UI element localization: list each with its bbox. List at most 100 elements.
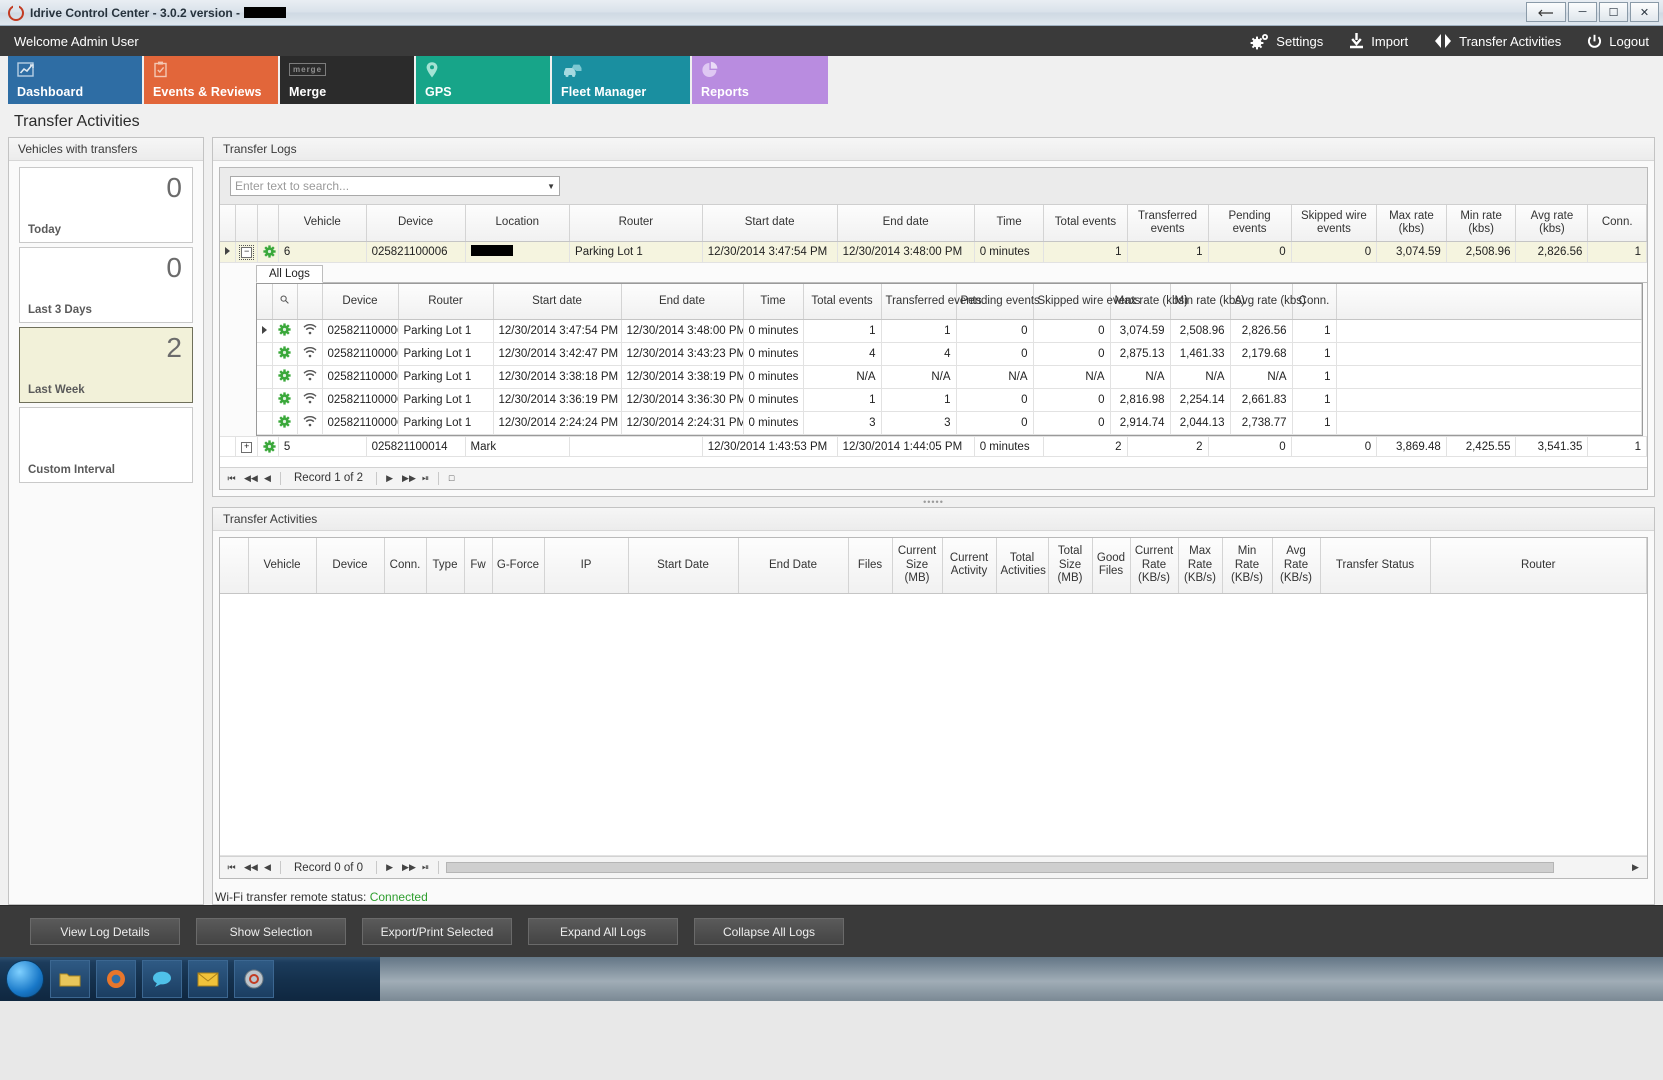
th-start-date[interactable]: Start date bbox=[702, 205, 838, 242]
th-detail-find-icon[interactable] bbox=[272, 283, 298, 320]
ta-pager-last-button[interactable]: ⏯ bbox=[421, 862, 430, 872]
ta-th-files[interactable]: Files bbox=[848, 537, 893, 594]
expand-all-logs-button[interactable]: Expand All Logs bbox=[528, 918, 678, 945]
module-tab-reports[interactable]: Reports bbox=[692, 56, 828, 104]
export-print-selected-button[interactable]: Export/Print Selected bbox=[362, 918, 512, 945]
table-row[interactable]: 025821100006 Parking Lot 1 12/30/2014 3:42… bbox=[257, 342, 1642, 366]
th-conn[interactable]: Conn. bbox=[1587, 205, 1647, 242]
expand-icon[interactable]: + bbox=[241, 442, 253, 453]
th-max-rate[interactable]: Max rate (kbs) bbox=[1376, 205, 1447, 242]
ta-th-avg-rate-kb-s[interactable]: Avg Rate (KB/s) bbox=[1272, 537, 1321, 594]
pager-prev-button[interactable]: ◀ bbox=[264, 472, 271, 483]
close-button[interactable]: ✕ bbox=[1630, 2, 1659, 22]
ta-th-fw[interactable]: Fw bbox=[464, 537, 493, 594]
th-detail-transferred-events[interactable]: Transferred events bbox=[881, 283, 982, 320]
header-import-button[interactable]: Import bbox=[1349, 33, 1408, 49]
th-detail-pending-events[interactable]: Pending events bbox=[956, 283, 1040, 320]
module-tab-events-reviews[interactable]: Events & Reviews bbox=[144, 56, 278, 104]
header-transfer-activities-button[interactable]: Transfer Activities bbox=[1434, 33, 1561, 49]
ta-th-transfer-status[interactable]: Transfer Status bbox=[1320, 537, 1431, 594]
vehicles-card-last-week[interactable]: 2 Last Week bbox=[19, 327, 193, 403]
ta-th-ip[interactable]: IP bbox=[544, 537, 629, 594]
horizontal-scrollbar[interactable] bbox=[446, 861, 1623, 874]
vehicles-card-custom-interval[interactable]: Custom Interval bbox=[19, 407, 193, 483]
ta-pager-prev-page-button[interactable]: ◀◀ bbox=[244, 862, 258, 872]
section-splitter[interactable]: ••••• bbox=[212, 496, 1655, 507]
module-tab-dashboard[interactable]: Dashboard bbox=[8, 56, 142, 104]
ta-pager-next-button[interactable]: ▶ bbox=[386, 862, 393, 872]
ta-th-current-rate-kb-s[interactable]: Current Rate (KB/s) bbox=[1130, 537, 1179, 594]
ta-pager-first-button[interactable]: ⏮ bbox=[227, 862, 236, 872]
module-tab-gps[interactable]: GPS bbox=[416, 56, 550, 104]
th-detail-router[interactable]: Router bbox=[398, 283, 494, 320]
th-end-date[interactable]: End date bbox=[837, 205, 975, 242]
th-transferred-events[interactable]: Transferred events bbox=[1127, 205, 1209, 242]
th-detail-start-date[interactable]: Start date bbox=[493, 283, 622, 320]
table-row[interactable]: 025821100006 Parking Lot 1 12/30/2014 3:36… bbox=[257, 388, 1642, 412]
th-detail-end-date[interactable]: End date bbox=[621, 283, 744, 320]
pager-next-button[interactable]: ▶ bbox=[386, 472, 393, 483]
th-detail-skipped-wire-events[interactable]: Skipped wire events bbox=[1033, 283, 1140, 320]
ta-scroll-right-button[interactable]: ▶ bbox=[1632, 862, 1639, 872]
table-row[interactable]: 025821100006 Parking Lot 1 12/30/2014 3:47… bbox=[257, 319, 1642, 343]
ta-th-total-size-mb[interactable]: Total Size (MB) bbox=[1048, 537, 1093, 594]
ta-th-type[interactable]: Type bbox=[426, 537, 465, 594]
th-detail-max-rate[interactable]: Max rate (kbs) bbox=[1110, 283, 1188, 320]
taskbar-app-icon[interactable] bbox=[234, 960, 274, 998]
th-device[interactable]: Device bbox=[366, 205, 466, 242]
ta-pager-next-page-button[interactable]: ▶▶ bbox=[402, 862, 416, 872]
table-row[interactable]: 025821100006 Parking Lot 1 12/30/2014 3:38… bbox=[257, 365, 1642, 389]
header-logout-button[interactable]: Logout bbox=[1587, 34, 1649, 49]
chevron-down-icon[interactable]: ▼ bbox=[547, 181, 555, 191]
taskbar-explorer-icon[interactable] bbox=[50, 960, 90, 998]
taskbar-mail-icon[interactable] bbox=[188, 960, 228, 998]
ta-th-current-activity[interactable]: Current Activity bbox=[942, 537, 997, 594]
table-row[interactable]: 025821100006 Parking Lot 1 12/30/2014 2:24… bbox=[257, 411, 1642, 435]
th-location[interactable]: Location bbox=[465, 205, 571, 242]
th-detail-total-events[interactable]: Total events bbox=[803, 283, 882, 320]
ta-th-max-rate-kb-s[interactable]: Max Rate (KB/s) bbox=[1178, 537, 1223, 594]
collapse-all-logs-button[interactable]: Collapse All Logs bbox=[694, 918, 844, 945]
table-row[interactable]: − bbox=[220, 241, 1647, 263]
th-detail-time[interactable]: Time bbox=[743, 283, 804, 320]
th-detail-avg-rate[interactable]: Avg rate (kbs) bbox=[1230, 283, 1306, 320]
th-time[interactable]: Time bbox=[974, 205, 1045, 242]
search-input[interactable]: Enter text to search... ▼ bbox=[230, 176, 560, 196]
pager-first-button[interactable]: ⏮ bbox=[227, 472, 236, 483]
taskbar-chat-icon[interactable] bbox=[142, 960, 182, 998]
th-avg-rate[interactable]: Avg rate (kbs) bbox=[1515, 205, 1589, 242]
table-row[interactable]: + bbox=[220, 436, 1647, 457]
ta-th-g-force[interactable]: G-Force bbox=[492, 537, 545, 594]
th-router[interactable]: Router bbox=[569, 205, 703, 242]
module-tab-merge[interactable]: merge Merge bbox=[280, 56, 414, 104]
vehicles-card-last-3-days[interactable]: 0 Last 3 Days bbox=[19, 247, 193, 323]
ta-th-end-date[interactable]: End Date bbox=[738, 537, 849, 594]
ta-th-start-date[interactable]: Start Date bbox=[628, 537, 739, 594]
th-vehicle[interactable]: Vehicle bbox=[278, 205, 367, 242]
ta-th-min-rate-kb-s[interactable]: Min Rate (KB/s) bbox=[1222, 537, 1273, 594]
view-log-details-button[interactable]: View Log Details bbox=[30, 918, 180, 945]
show-selection-button[interactable]: Show Selection bbox=[196, 918, 346, 945]
restore-down-button[interactable] bbox=[1526, 2, 1566, 22]
ta-th-good-files[interactable]: Good Files bbox=[1092, 537, 1131, 594]
pager-last-button[interactable]: ⏯ bbox=[421, 472, 430, 483]
module-tab-fleet-manager[interactable]: Fleet Manager bbox=[552, 56, 690, 104]
minimize-button[interactable]: ─ bbox=[1568, 2, 1597, 22]
th-pending-events[interactable]: Pending events bbox=[1208, 205, 1292, 242]
collapse-icon[interactable]: − bbox=[239, 245, 255, 260]
ta-th-current-size-mb[interactable]: Current Size (MB) bbox=[892, 537, 943, 594]
th-detail-device[interactable]: Device bbox=[322, 283, 399, 320]
th-skipped-wire-events[interactable]: Skipped wire events bbox=[1291, 205, 1378, 242]
ta-th-device[interactable]: Device bbox=[316, 537, 385, 594]
vehicles-card-today[interactable]: 0 Today bbox=[19, 167, 193, 243]
row-expander[interactable]: + bbox=[235, 436, 258, 457]
ta-pager-prev-button[interactable]: ◀ bbox=[264, 862, 271, 872]
ta-th-total-activities[interactable]: Total Activities bbox=[996, 537, 1049, 594]
taskbar-firefox-icon[interactable] bbox=[96, 960, 136, 998]
ta-th-vehicle[interactable]: Vehicle bbox=[248, 537, 317, 594]
start-orb-button[interactable] bbox=[6, 960, 44, 998]
th-total-events[interactable]: Total events bbox=[1043, 205, 1128, 242]
maximize-button[interactable]: ☐ bbox=[1599, 2, 1628, 22]
tab-all-logs[interactable]: All Logs bbox=[256, 264, 323, 283]
th-min-rate[interactable]: Min rate (kbs) bbox=[1446, 205, 1517, 242]
